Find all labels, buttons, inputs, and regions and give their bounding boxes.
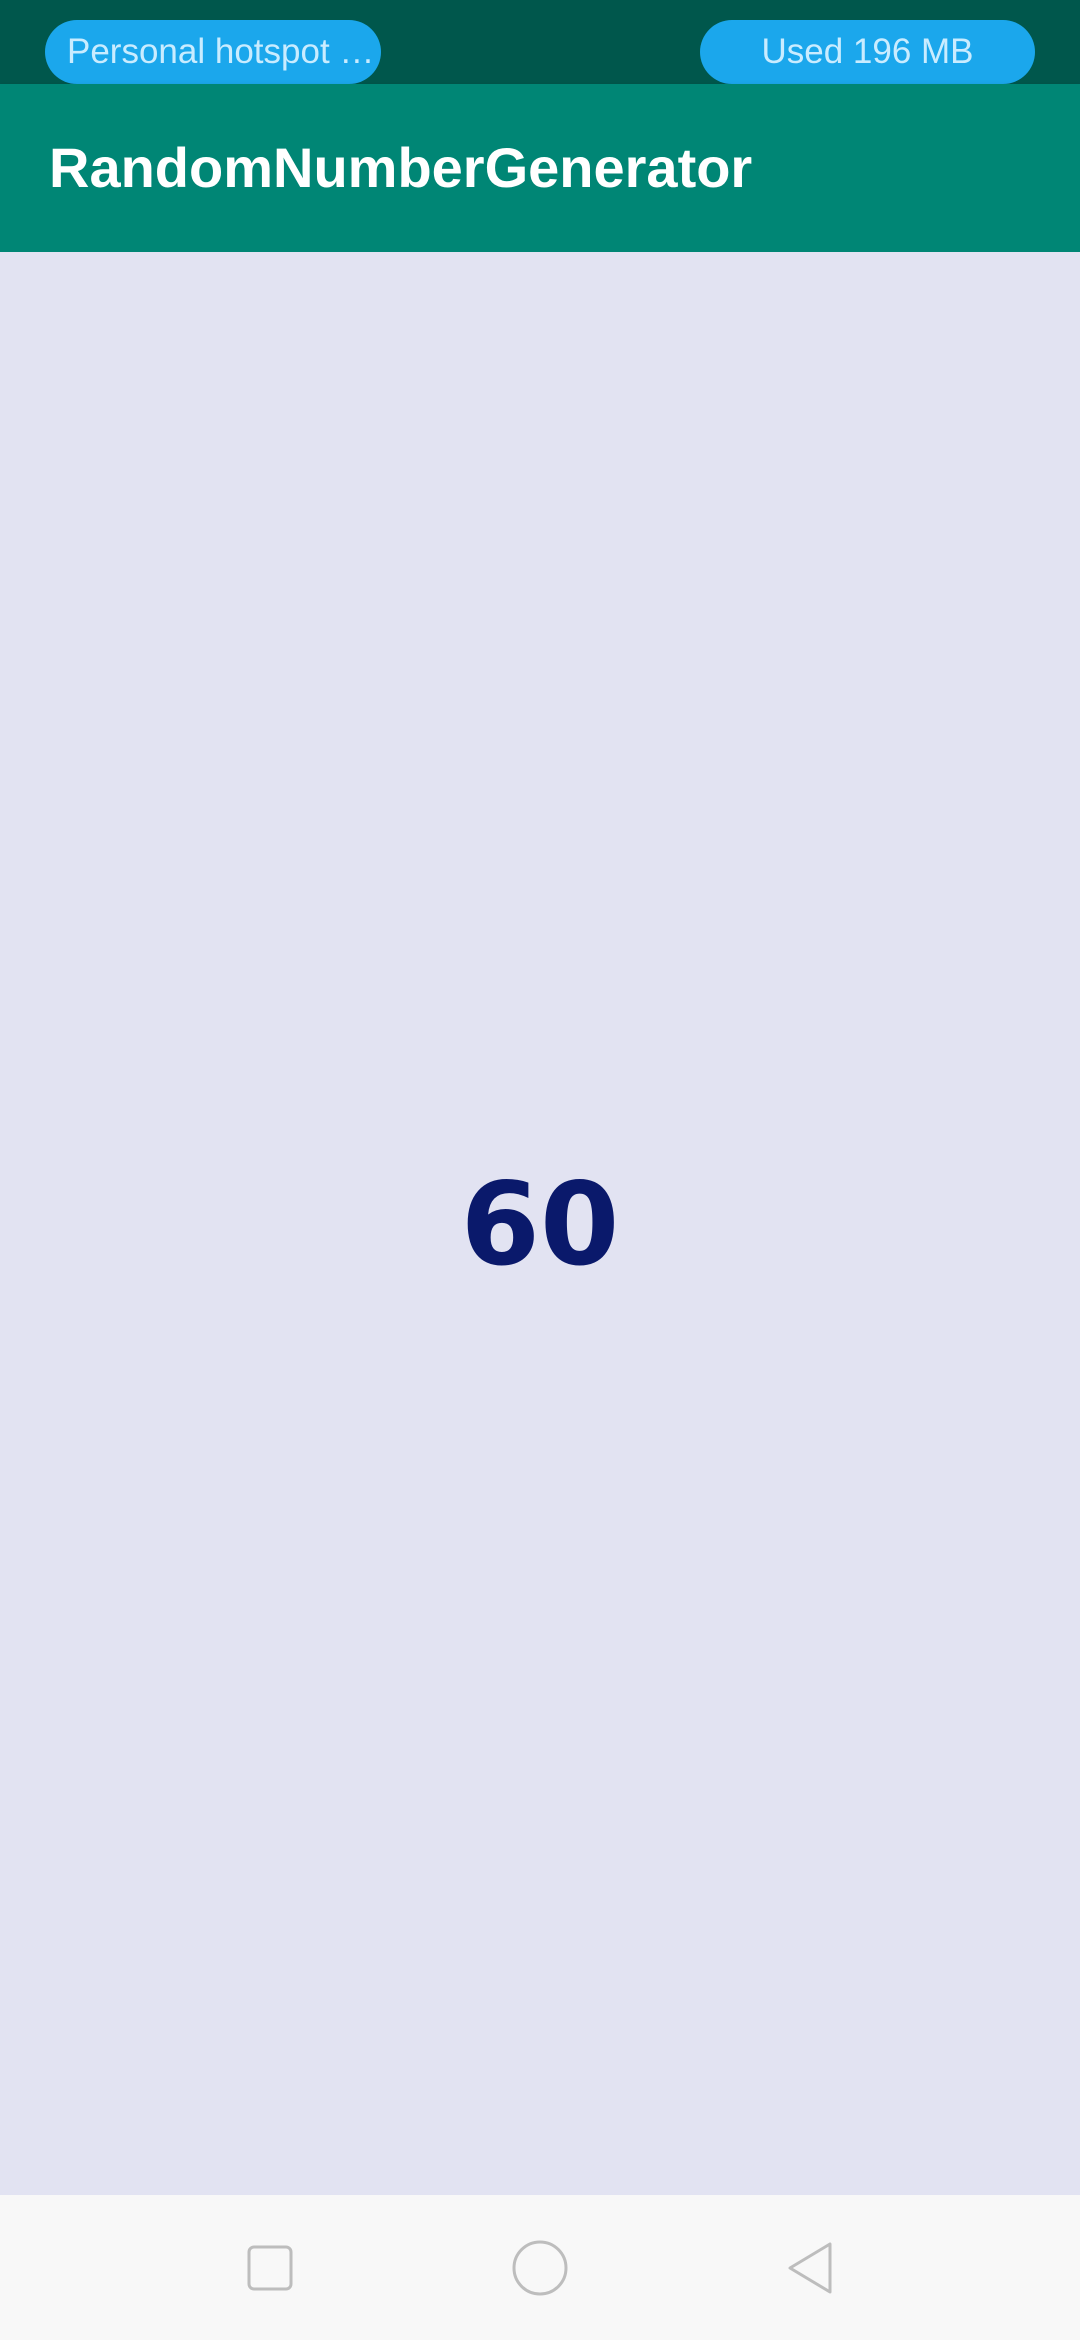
circle-icon — [512, 2240, 568, 2295]
square-icon — [247, 2245, 293, 2290]
hotspot-pill[interactable]: Personal hotspot … — [45, 20, 381, 84]
recent-apps-button[interactable] — [210, 2195, 330, 2340]
navigation-bar — [0, 2195, 1080, 2340]
app-title: RandomNumberGenerator — [49, 136, 753, 199]
hotspot-label: Personal hotspot … — [67, 32, 375, 71]
random-number: 60 — [460, 1158, 620, 1291]
status-bar: Personal hotspot … Used 196 MB — [0, 0, 1080, 84]
app-bar: RandomNumberGenerator — [0, 84, 1080, 252]
data-usage-label: Used 196 MB — [761, 32, 974, 71]
back-button[interactable] — [750, 2195, 870, 2340]
data-usage-pill[interactable]: Used 196 MB — [700, 20, 1035, 84]
triangle-back-icon — [788, 2242, 832, 2293]
main-content[interactable] — [0, 252, 1080, 2195]
home-button[interactable] — [480, 2195, 600, 2340]
